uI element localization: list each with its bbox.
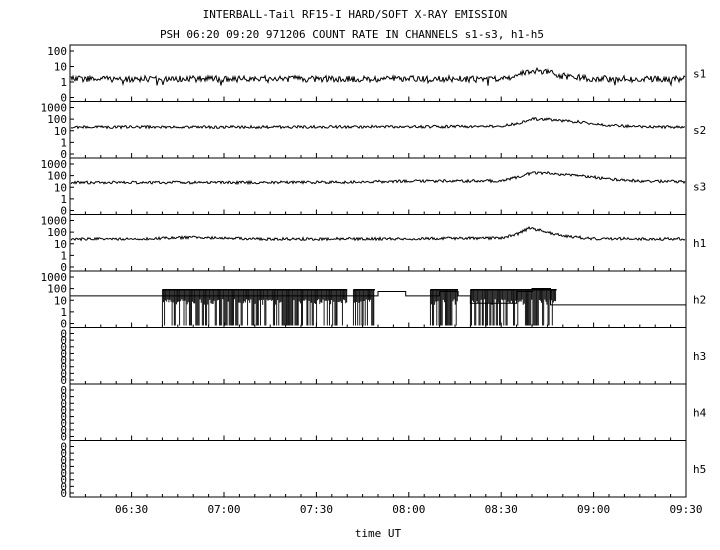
- y-tick-label: 1: [60, 306, 67, 319]
- y-tick-label: 10: [54, 125, 67, 138]
- y-tick-label: 10: [54, 181, 67, 194]
- y-tick-label: 0: [60, 354, 67, 367]
- y-tick-label: 1000: [41, 215, 68, 228]
- x-tick-label: 07:30: [300, 503, 333, 516]
- y-tick-label: 1000: [41, 158, 68, 171]
- y-tick-label: 0: [60, 397, 67, 410]
- y-tick-label: 0: [60, 367, 67, 380]
- panel-label-h2: h2: [693, 293, 706, 306]
- panels: 1001010s110001001010s210001001010s310001…: [41, 44, 707, 500]
- x-axis: 06:30 07:00 07:30 08:00 08:30 09:00 09:30: [115, 503, 703, 516]
- series-line-h1: [70, 225, 686, 242]
- y-tick-label: 0: [60, 384, 67, 397]
- series-line-h2: [70, 288, 686, 306]
- chart-subtitle: PSH 06:20 09:20 971206 COUNT RATE IN CHA…: [160, 28, 544, 41]
- y-tick-label: 100: [47, 283, 67, 296]
- panel-frame: [69, 101, 687, 159]
- y-tick-label: 1: [60, 193, 67, 206]
- panel-label-h4: h4: [693, 406, 707, 419]
- panel-frame: [69, 157, 687, 215]
- y-tick-label: 0: [60, 441, 67, 454]
- y-tick-label: 0: [60, 205, 67, 218]
- panel-frame: [69, 440, 687, 498]
- y-tick-label: 0: [60, 334, 67, 347]
- burst-h2: [161, 289, 348, 326]
- y-tick-label: 0: [60, 447, 67, 460]
- y-tick-label: 100: [47, 113, 67, 126]
- y-tick-label: 10: [54, 61, 67, 74]
- panel-label-h5: h5: [693, 463, 706, 476]
- y-tick-label: 1: [60, 249, 67, 262]
- y-tick-label: 1000: [41, 102, 68, 115]
- burst-h2: [352, 289, 375, 326]
- panel-frame: [69, 214, 687, 272]
- chart-title: INTERBALL-Tail RF15-I HARD/SOFT X-RAY EM…: [203, 8, 508, 21]
- panel-label-s1: s1: [693, 67, 706, 80]
- y-tick-label: 0: [60, 361, 67, 374]
- y-tick-label: 0: [60, 487, 67, 500]
- burst-h2: [469, 289, 557, 326]
- x-axis-label: time UT: [355, 527, 402, 540]
- panel-label-s2: s2: [693, 124, 706, 137]
- y-tick-label: 0: [60, 454, 67, 467]
- y-tick-label: 100: [47, 226, 67, 239]
- y-tick-label: 10: [54, 238, 67, 251]
- x-tick-label: 08:00: [392, 503, 425, 516]
- burst-h2: [429, 289, 458, 326]
- y-tick-label: 0: [60, 318, 67, 331]
- y-tick-label: 0: [60, 328, 67, 341]
- y-tick-label: 1000: [41, 271, 68, 284]
- y-tick-label: 100: [47, 170, 67, 183]
- y-tick-label: 0: [60, 480, 67, 493]
- y-tick-label: 0: [60, 404, 67, 417]
- y-tick-label: 10: [54, 294, 67, 307]
- y-tick-label: 0: [60, 347, 67, 360]
- x-tick-label: 09:00: [577, 503, 610, 516]
- y-tick-label: 0: [60, 467, 67, 480]
- y-tick-label: 0: [60, 148, 67, 161]
- y-tick-label: 0: [60, 374, 67, 387]
- panel-label-s3: s3: [693, 180, 706, 193]
- panel-frame: [69, 44, 687, 102]
- x-tick-label: 06:30: [115, 503, 148, 516]
- series-line-s3: [70, 171, 686, 186]
- y-tick-label: 0: [60, 341, 67, 354]
- y-tick-label: 100: [47, 45, 67, 58]
- panel-frame: [69, 383, 687, 441]
- panel-frame: [69, 327, 687, 385]
- y-tick-label: 0: [60, 411, 67, 424]
- series-line-s1: [70, 67, 686, 87]
- x-tick-label: 09:30: [669, 503, 702, 516]
- y-tick-label: 0: [60, 474, 67, 487]
- panel-label-h3: h3: [693, 350, 706, 363]
- x-tick-label: 08:30: [485, 503, 518, 516]
- x-tick-label: 07:00: [207, 503, 240, 516]
- panel-label-h1: h1: [693, 237, 706, 250]
- y-tick-label: 0: [60, 261, 67, 274]
- y-tick-label: 0: [60, 431, 67, 444]
- y-tick-label: 1: [60, 136, 67, 149]
- y-tick-label: 0: [60, 417, 67, 430]
- y-tick-label: 0: [60, 424, 67, 437]
- series-line-s2: [70, 117, 686, 130]
- y-tick-label: 0: [60, 92, 67, 105]
- y-tick-label: 1: [60, 76, 67, 89]
- y-tick-label: 0: [60, 460, 67, 473]
- y-tick-label: 0: [60, 391, 67, 404]
